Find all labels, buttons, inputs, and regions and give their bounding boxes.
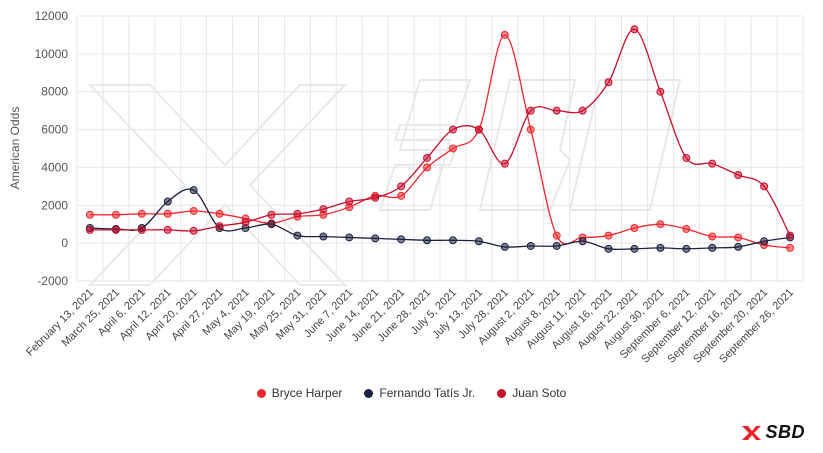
data-point-2[interactable] bbox=[215, 222, 224, 231]
data-point-1[interactable] bbox=[604, 244, 613, 253]
y-tick-label: 8000 bbox=[41, 85, 68, 99]
data-point-1[interactable] bbox=[552, 241, 561, 250]
data-point-1[interactable] bbox=[656, 243, 665, 252]
sbd-watermark-icon bbox=[87, 79, 682, 286]
data-point-1[interactable] bbox=[293, 231, 302, 240]
brand-text: SBD bbox=[765, 422, 805, 442]
data-point-0[interactable] bbox=[526, 125, 535, 134]
data-point-1[interactable] bbox=[526, 241, 535, 250]
data-point-0[interactable] bbox=[189, 206, 198, 215]
chart-series bbox=[85, 25, 795, 253]
data-point-2[interactable] bbox=[345, 197, 354, 206]
data-point-0[interactable] bbox=[423, 163, 432, 172]
legend-label: Fernando Tatís Jr. bbox=[379, 386, 476, 400]
series-line-2 bbox=[89, 28, 791, 236]
data-point-2[interactable] bbox=[500, 159, 509, 168]
data-point-2[interactable] bbox=[189, 226, 198, 235]
data-point-1[interactable] bbox=[371, 234, 380, 243]
data-point-1[interactable] bbox=[319, 232, 328, 241]
data-point-2[interactable] bbox=[397, 182, 406, 191]
legend-label: Juan Soto bbox=[512, 386, 567, 400]
data-point-0[interactable] bbox=[85, 210, 94, 219]
data-point-1[interactable] bbox=[578, 237, 587, 246]
series-line-1 bbox=[89, 188, 791, 251]
data-point-1[interactable] bbox=[423, 236, 432, 245]
data-point-2[interactable] bbox=[267, 210, 276, 219]
data-point-1[interactable] bbox=[448, 236, 457, 245]
data-point-0[interactable] bbox=[604, 231, 613, 240]
data-point-2[interactable] bbox=[760, 182, 769, 191]
data-point-2[interactable] bbox=[630, 25, 639, 34]
data-point-1[interactable] bbox=[397, 235, 406, 244]
sbd-x-icon bbox=[742, 425, 762, 440]
line-chart: -2000 0 2000 4000 6000 8000 10000 12000 Februar… bbox=[8, 9, 804, 366]
data-point-2[interactable] bbox=[241, 218, 250, 227]
data-point-1[interactable] bbox=[189, 186, 198, 195]
chart-grid bbox=[76, 15, 804, 282]
data-point-1[interactable] bbox=[163, 197, 172, 206]
chart-legend: Bryce Harper Fernando Tatís Jr. Juan Sot… bbox=[0, 386, 823, 400]
sbd-brand-logo: SBD bbox=[740, 422, 805, 443]
data-point-2[interactable] bbox=[85, 225, 94, 234]
legend-marker bbox=[256, 388, 266, 398]
data-point-0[interactable] bbox=[682, 224, 691, 233]
data-point-0[interactable] bbox=[656, 220, 665, 229]
data-point-2[interactable] bbox=[293, 209, 302, 218]
y-tick-label: -2000 bbox=[37, 274, 68, 288]
y-tick-label: 10000 bbox=[35, 47, 69, 61]
data-point-0[interactable] bbox=[630, 224, 639, 232]
legend-item-bryce-harper[interactable]: Bryce Harper bbox=[256, 386, 343, 400]
data-point-1[interactable] bbox=[345, 233, 354, 242]
data-point-2[interactable] bbox=[552, 106, 561, 115]
data-point-1[interactable] bbox=[474, 237, 483, 246]
data-point-2[interactable] bbox=[111, 225, 120, 234]
y-tick-label: 0 bbox=[61, 236, 68, 250]
data-point-2[interactable] bbox=[734, 171, 743, 179]
y-axis-label: American Odds bbox=[8, 107, 22, 190]
data-point-0[interactable] bbox=[708, 232, 717, 241]
legend-label: Bryce Harper bbox=[271, 386, 343, 400]
data-point-2[interactable] bbox=[423, 153, 432, 162]
data-point-0[interactable] bbox=[163, 209, 172, 218]
y-axis: -2000 0 2000 4000 6000 8000 10000 12000 bbox=[35, 9, 69, 288]
legend-item-fernando-tatis-jr[interactable]: Fernando Tatís Jr. bbox=[364, 386, 475, 400]
legend-marker bbox=[364, 388, 374, 398]
data-point-0[interactable] bbox=[786, 243, 795, 252]
data-point-2[interactable] bbox=[319, 205, 328, 214]
legend-marker bbox=[497, 388, 507, 398]
data-point-2[interactable] bbox=[682, 153, 691, 162]
data-point-0[interactable] bbox=[215, 209, 224, 218]
data-point-0[interactable] bbox=[500, 30, 509, 39]
data-point-1[interactable] bbox=[682, 244, 691, 253]
data-point-0[interactable] bbox=[552, 231, 561, 240]
data-point-2[interactable] bbox=[448, 125, 457, 134]
data-point-0[interactable] bbox=[137, 209, 146, 218]
data-point-2[interactable] bbox=[371, 193, 380, 202]
data-point-0[interactable] bbox=[734, 233, 743, 242]
data-point-2[interactable] bbox=[604, 78, 613, 87]
legend-item-juan-soto[interactable]: Juan Soto bbox=[497, 386, 566, 400]
data-point-2[interactable] bbox=[137, 225, 146, 234]
y-tick-label: 12000 bbox=[35, 9, 69, 23]
y-tick-label: 4000 bbox=[41, 160, 68, 174]
data-point-2[interactable] bbox=[786, 231, 795, 240]
data-point-1[interactable] bbox=[734, 242, 743, 251]
data-point-2[interactable] bbox=[474, 125, 483, 134]
y-tick-label: 6000 bbox=[41, 123, 68, 137]
data-point-2[interactable] bbox=[708, 159, 717, 168]
data-point-1[interactable] bbox=[500, 242, 509, 251]
data-point-0[interactable] bbox=[111, 210, 120, 219]
data-point-0[interactable] bbox=[448, 144, 457, 153]
data-point-2[interactable] bbox=[656, 87, 665, 96]
y-tick-label: 2000 bbox=[41, 198, 68, 212]
data-point-0[interactable] bbox=[397, 191, 406, 200]
data-point-2[interactable] bbox=[163, 225, 172, 234]
data-point-1[interactable] bbox=[630, 244, 639, 253]
data-point-1[interactable] bbox=[267, 220, 276, 229]
data-point-1[interactable] bbox=[760, 237, 769, 246]
data-point-2[interactable] bbox=[578, 106, 587, 115]
data-point-1[interactable] bbox=[708, 243, 717, 252]
data-point-2[interactable] bbox=[526, 106, 535, 115]
